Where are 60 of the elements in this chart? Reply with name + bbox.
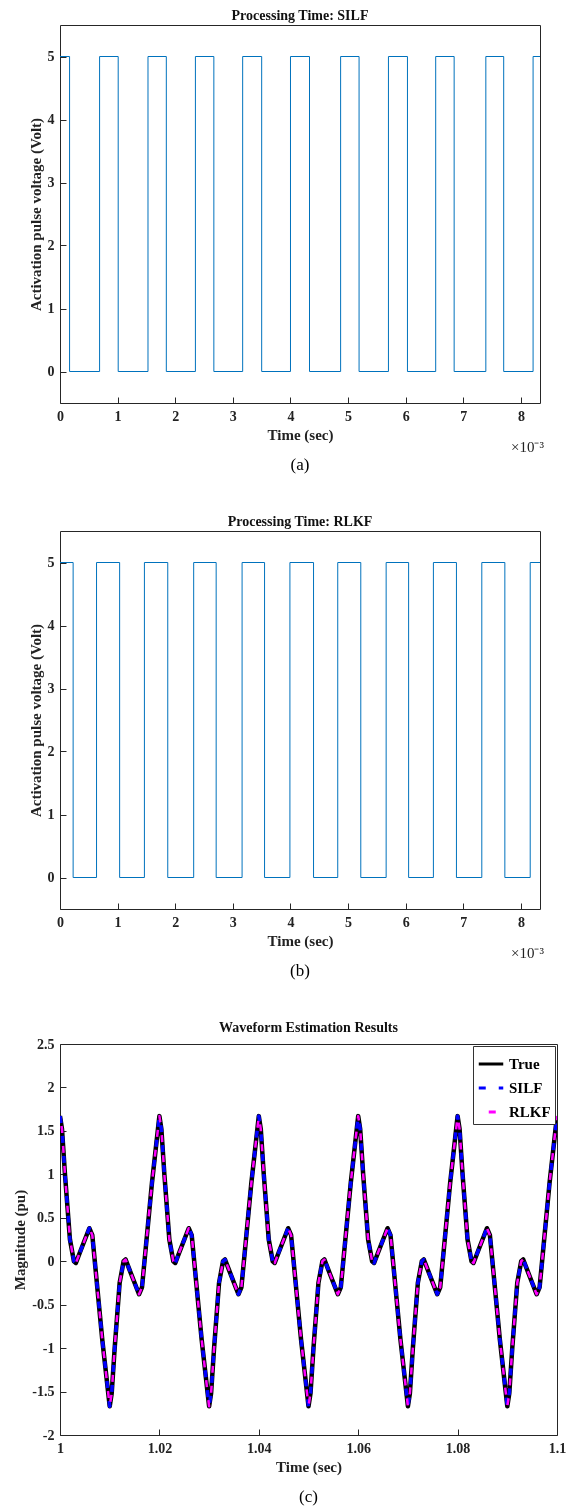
x-tick-label: 7 [460, 408, 468, 424]
x-tick-label: 4 [287, 914, 295, 930]
x-axis-title: Time (sec) [267, 932, 334, 950]
y-tick-label: -1.5 [32, 1384, 55, 1400]
chart-title: Processing Time: RLKF [227, 514, 373, 529]
x-tick-label: 3 [229, 408, 237, 424]
y-tick-label: 2 [47, 1079, 55, 1095]
y-tick-label: 2 [47, 744, 55, 759]
y-tick-label: 2.5 [37, 1036, 55, 1052]
y-axis-title: Activation pulse voltage (Volt) [27, 623, 45, 818]
x-tick-label: 7 [460, 914, 468, 930]
y-tick-label: -1 [42, 1340, 55, 1356]
x-tick-label: 6 [402, 914, 410, 930]
x-tick-label: 1.06 [346, 1440, 371, 1456]
y-tick-label: 4 [47, 112, 55, 127]
y-tick-label: 5 [47, 49, 55, 64]
text: (a) [290, 455, 310, 474]
chart-title: Waveform Estimation Results [219, 1020, 399, 1035]
x-tick-label: 1.1 [548, 1440, 567, 1456]
x-axis-title: Time (sec) [276, 1458, 342, 1476]
x-tick-label: 1.04 [247, 1440, 272, 1456]
chart-title: Processing Time: SILF [231, 8, 369, 23]
x-tick-label: 2 [172, 914, 180, 930]
y-tick-label: 1 [47, 301, 55, 316]
x-tick-label: 8 [517, 408, 525, 424]
y-axis-title: Magnitude (pu) [12, 1189, 30, 1291]
legend-label: SILF [509, 1080, 543, 1096]
y-axis-title: Activation pulse voltage (Volt) [27, 117, 45, 312]
y-tick-label: 1 [47, 1166, 55, 1182]
x-tick-label: 6 [402, 408, 410, 424]
y-tick-label: 0 [47, 870, 55, 885]
x-axis-title: Time (sec) [267, 426, 334, 444]
y-tick-label: 5 [47, 555, 55, 570]
y-tick-label: 2 [47, 238, 55, 253]
x-tick-label: 1.08 [445, 1440, 471, 1456]
y-tick-label: -0.5 [32, 1297, 55, 1313]
x-tick-label: 3 [229, 914, 237, 930]
x-tick-label: 4 [287, 408, 295, 424]
y-tick-label: 1.5 [37, 1123, 55, 1139]
x-tick-label: 5 [345, 914, 353, 930]
x-tick-label: 1.02 [147, 1440, 173, 1456]
y-tick-label: 0 [47, 364, 55, 379]
y-tick-label: 3 [47, 175, 55, 190]
text: (c) [299, 1487, 318, 1506]
legend-label: RLKF [509, 1104, 551, 1120]
x-tick-label: 1 [114, 408, 122, 424]
y-tick-label: 0 [47, 1253, 55, 1269]
text: (b) [290, 961, 310, 980]
legend-label: True [509, 1056, 540, 1072]
x-tick-label: 1 [114, 914, 122, 930]
y-tick-label: 0.5 [37, 1210, 55, 1226]
y-tick-label: 4 [47, 618, 55, 633]
y-tick-label: 1 [47, 807, 55, 822]
y-tick-label: -2 [42, 1427, 55, 1443]
x-tick-label: 5 [345, 408, 353, 424]
text: ×10⁻³ [511, 945, 545, 961]
text: ×10⁻³ [511, 439, 545, 455]
x-tick-label: 8 [517, 914, 525, 930]
y-tick-label: 3 [47, 681, 55, 696]
x-tick-label: 2 [172, 408, 180, 424]
